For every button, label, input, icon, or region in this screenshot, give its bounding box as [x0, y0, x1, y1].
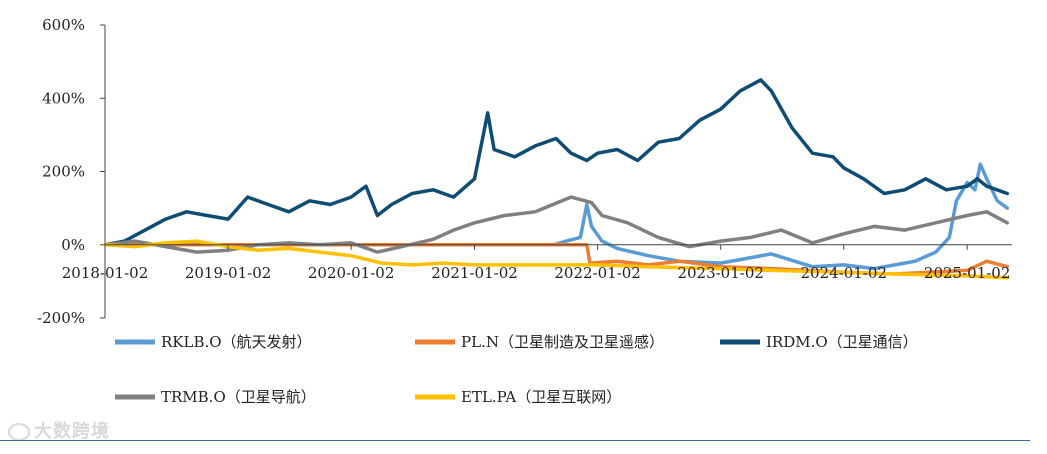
- x-tick-label: 2021-01-02: [431, 264, 517, 282]
- y-tick-label: 400%: [42, 89, 85, 107]
- legend-label-1: PL.N（卫星制造及卫星遥感）: [461, 333, 664, 351]
- bottom-rule: [0, 440, 1030, 441]
- series-line-1: [103, 243, 1010, 276]
- y-tick-label: 200%: [42, 163, 85, 181]
- y-axis-ticks: 600% 400% 200% 0% -200%: [37, 16, 105, 327]
- series-line-2: [103, 78, 1010, 247]
- y-tick-label: -200%: [37, 309, 85, 327]
- x-tick-label: 2018-01-02: [62, 264, 148, 282]
- x-tick-label: 2025-01-02: [924, 264, 1010, 282]
- x-axis-ticks: 2018-01-02 2019-01-02 2020-01-02 2021-01-02…: [62, 244, 1010, 282]
- series-lines: [103, 78, 1010, 280]
- legend-label-2: IRDM.O（卫星通信）: [766, 333, 918, 351]
- x-tick-label: 2023-01-02: [677, 264, 763, 282]
- watermark-logo-icon: [8, 423, 30, 441]
- axes: [104, 25, 1012, 318]
- watermark-text: 大数跨境: [34, 421, 110, 442]
- y-tick-label: 600%: [42, 16, 85, 34]
- legend-label-0: RKLB.O（航天发射）: [161, 333, 312, 351]
- legend-label-3: TRMB.O（卫星导航）: [161, 388, 316, 406]
- series-line-3: [103, 195, 1010, 254]
- x-tick-label: 2024-01-02: [801, 264, 887, 282]
- legend: RKLB.O（航天发射） PL.N（卫星制造及卫星遥感） IRDM.O（卫星通信） T…: [115, 333, 918, 406]
- series-line-0: [103, 162, 1010, 271]
- x-tick-label: 2020-01-02: [308, 264, 394, 282]
- series-line-4: [103, 239, 1010, 280]
- x-tick-label: 2019-01-02: [185, 264, 271, 282]
- x-tick-label: 2022-01-02: [554, 264, 640, 282]
- legend-label-4: ETL.PA（卫星互联网）: [461, 388, 621, 406]
- y-tick-label: 0%: [61, 236, 85, 254]
